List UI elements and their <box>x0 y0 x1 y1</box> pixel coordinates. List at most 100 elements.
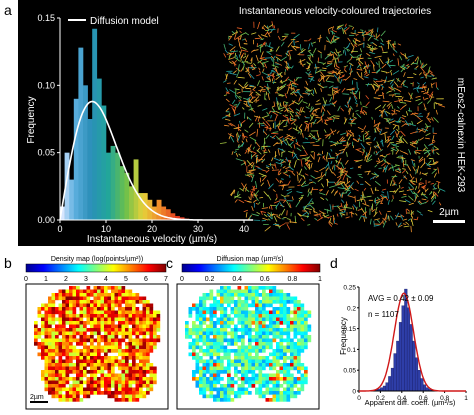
diffusion-bar <box>420 378 424 392</box>
diffusion-bar <box>385 382 389 392</box>
diffusion-bar <box>388 376 392 392</box>
velocity-bar <box>119 166 125 220</box>
diffusion-colorbar-ticks: 0 0.2 0.4 0.6 0.8 1 <box>180 276 322 283</box>
diffusion-coefficient-axes: 0 0.2 0.4 0.6 0.8 1 0 0.05 0.1 0.15 0.2 0.25 <box>343 285 468 403</box>
x-tick-label-d: 1 <box>464 395 468 402</box>
diffusion-bar <box>382 385 386 392</box>
velocity-bar <box>170 213 176 220</box>
diffusion-bar <box>404 288 408 392</box>
x-tick-label-d: 0.6 <box>419 395 428 402</box>
velocity-bar <box>78 47 84 221</box>
colorbar-tick-label: 1 <box>318 276 322 283</box>
legend-label: Diffusion model <box>90 16 159 27</box>
velocity-bar <box>83 85 88 220</box>
x-tick-label-d: 0.2 <box>376 395 385 402</box>
panel-label-b: b <box>4 255 12 271</box>
x-tick-label-d: 0 <box>357 395 361 402</box>
colorbar-tick-label: 2 <box>64 276 68 283</box>
cell-label: mEos2-calnexin HEK-293 <box>455 78 466 193</box>
scalebar-b <box>30 401 48 403</box>
y-axis-label-a: Frequency <box>26 96 37 143</box>
y-tick-label-d: 0.25 <box>343 285 356 292</box>
x-tick-label-a: 10 <box>101 224 111 234</box>
density-colorbar <box>25 263 167 273</box>
y-tick-label-a: 0.10 <box>37 80 55 90</box>
panel-label-d: d <box>330 255 338 271</box>
diffusion-model-curve <box>59 100 254 221</box>
y-tick-label-d: 0.05 <box>343 368 356 375</box>
colorbar-tick-label: 0.6 <box>260 276 270 283</box>
density-map <box>34 286 161 402</box>
trajectory-image <box>219 21 446 233</box>
diffusion-bar <box>412 340 416 392</box>
x-tick-label-a: 0 <box>57 224 62 234</box>
diffusion-coefficient-histogram <box>374 288 435 392</box>
y-tick-label-d: 0.1 <box>347 347 356 354</box>
velocity-bar <box>115 152 121 220</box>
colorbar-tick-label: 1 <box>44 276 48 283</box>
velocity-bar <box>156 199 162 220</box>
diffusion-bar <box>393 353 397 392</box>
x-tick-label-d: 0.4 <box>397 395 406 402</box>
y-axis-label-d: Frequency <box>339 317 348 355</box>
y-tick-label-a: 0.15 <box>37 13 55 23</box>
diffusion-bar <box>390 367 394 392</box>
velocity-bar <box>161 206 167 220</box>
colorbar-tick-label: 5 <box>124 276 128 283</box>
diffusion-colorbar <box>181 263 321 273</box>
velocity-bar <box>64 152 70 220</box>
x-axis-label-d: Apparent diff. coeff. (µm²/s) <box>365 398 456 407</box>
diffusion-bar <box>406 307 411 392</box>
panel-label-c: c <box>166 255 173 271</box>
y-tick-label-d: 0.15 <box>343 326 356 333</box>
diffusion-map <box>185 286 312 402</box>
velocity-bar <box>69 179 75 220</box>
velocity-bar <box>106 152 111 220</box>
n-label: n = 1107 <box>368 310 399 319</box>
velocity-bar <box>110 145 116 220</box>
diffusion-bar <box>417 370 421 392</box>
gaussian-fit-curve <box>359 292 466 392</box>
velocity-bar <box>175 215 180 220</box>
velocity-bar <box>147 199 153 220</box>
x-tick-label-d: 0.8 <box>440 395 449 402</box>
diffusion-bar <box>398 322 402 392</box>
density-colorbar-ticks: 0 1 2 3 4 5 6 7 <box>24 276 168 283</box>
density-map-title: Density map (log(points/µm²)) <box>51 256 143 263</box>
trajectory-title: Instantaneous velocity-coloured trajecto… <box>239 6 431 17</box>
diffusion-bar <box>423 384 427 392</box>
colorbar-tick-label: 0.4 <box>232 276 242 283</box>
velocity-bar <box>87 119 93 220</box>
x-tick-label-a: 30 <box>193 224 203 234</box>
colorbar-tick-label: 7 <box>164 276 168 283</box>
scalebar-a-label: 2µm <box>439 207 459 218</box>
y-tick-label-a: 0.05 <box>37 148 55 158</box>
colorbar-tick-label: 6 <box>144 276 148 283</box>
velocity-bar <box>92 28 98 221</box>
colorbar-tick-label: 3 <box>84 276 88 283</box>
velocity-histogram <box>60 28 190 221</box>
velocity-bar <box>152 206 157 220</box>
x-tick-label-a: 20 <box>147 224 157 234</box>
velocity-bar <box>73 98 79 220</box>
scalebar-b-label: 2µm <box>30 394 44 401</box>
diffusion-map-title: Diffusion map (µm²/s) <box>217 256 284 263</box>
diffusion-bar <box>401 305 405 392</box>
colorbar-tick-label: 0 <box>180 276 184 283</box>
velocity-bar <box>101 105 107 220</box>
colorbar-tick-label: 4 <box>104 276 108 283</box>
x-axis-label-a: Instantaneous velocity (µm/s) <box>87 234 217 245</box>
velocity-bar <box>124 172 130 220</box>
velocity-bar <box>165 209 171 220</box>
colorbar-tick-label: 0 <box>24 276 28 283</box>
colorbar-tick-label: 0.8 <box>288 276 298 283</box>
scalebar-a <box>433 220 465 223</box>
panel-label-a: a <box>4 2 12 18</box>
y-tick-label-a: 0.00 <box>37 215 55 225</box>
diffusion-bar <box>409 324 413 392</box>
avg-label: AVG = 0.42 ± 0.09 <box>368 294 434 303</box>
velocity-bar <box>142 193 148 220</box>
velocity-bar <box>129 186 134 220</box>
y-tick-label-d: 0.2 <box>347 305 356 312</box>
